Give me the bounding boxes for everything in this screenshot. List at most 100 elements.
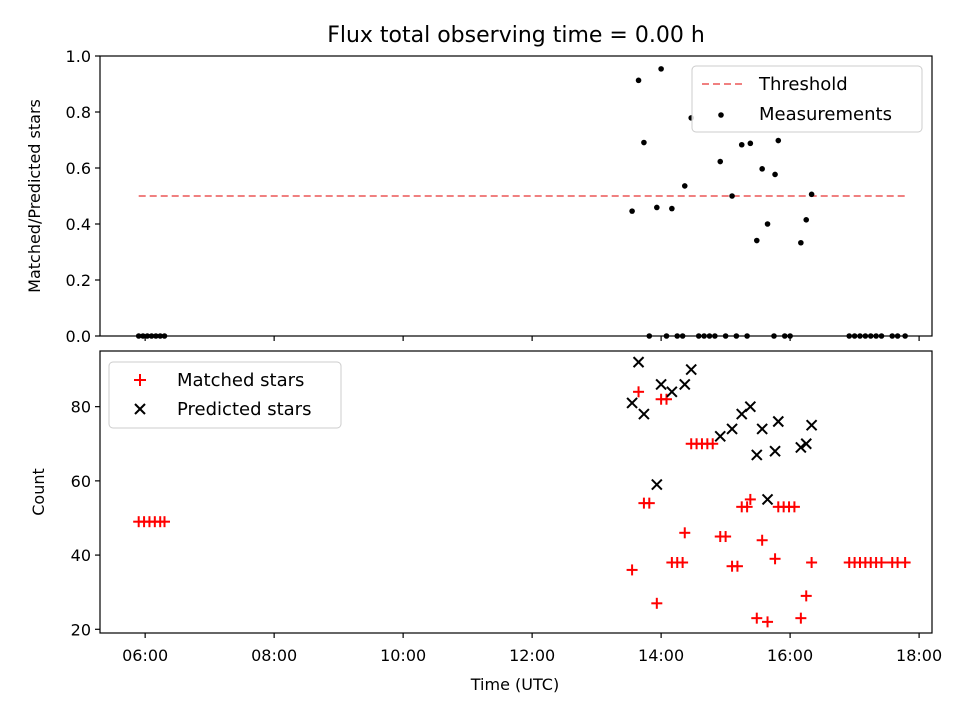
measurement-point bbox=[635, 77, 642, 84]
top-y-axis-ticks: 0.0 0.2 0.4 0.6 0.8 1.0 bbox=[66, 47, 100, 346]
predicted-star-point bbox=[679, 378, 691, 391]
x-tick-label: 12:00 bbox=[509, 646, 555, 665]
predicted-star-point bbox=[772, 415, 784, 428]
legend-matched-swatch bbox=[134, 374, 146, 386]
measurement-point bbox=[775, 137, 782, 144]
top-x-axis-ticks bbox=[144, 336, 920, 341]
matched-star-point bbox=[788, 501, 800, 513]
predicted-star-point bbox=[800, 438, 812, 450]
matched-star-point bbox=[626, 564, 638, 576]
top-plot-frame bbox=[99, 55, 933, 337]
matched-star-point bbox=[875, 557, 887, 568]
measurement-point bbox=[747, 140, 754, 147]
chart-title: Flux total observing time = 0.00 h bbox=[327, 23, 705, 48]
legend-threshold-label: Threshold bbox=[758, 74, 848, 95]
matched-star-point bbox=[800, 590, 812, 602]
legend-matched-label: Matched stars bbox=[177, 370, 304, 391]
bottom-y-axis-ticks: 20 40 60 80 bbox=[71, 398, 100, 639]
measurement-point bbox=[641, 139, 647, 146]
top-y-tick-label: 1.0 bbox=[66, 47, 91, 66]
x-tick-label: 18:00 bbox=[896, 646, 942, 665]
x-tick-label: 16:00 bbox=[767, 646, 813, 665]
measurement-point bbox=[798, 239, 804, 246]
measurement-point bbox=[681, 183, 688, 189]
matched-star-point bbox=[158, 516, 170, 528]
matched-star-point bbox=[899, 557, 911, 568]
matched-star-point bbox=[744, 493, 756, 505]
matched-star-point bbox=[762, 616, 774, 628]
measurement-point bbox=[738, 141, 745, 148]
bottom-y-tick-label: 60 bbox=[71, 472, 91, 491]
predicted-star-point bbox=[795, 441, 807, 454]
matched-star-point bbox=[643, 497, 655, 509]
bottom-x-axis-ticks: 06:00 08:00 10:00 12:00 14:00 16:00 18:00 bbox=[122, 633, 942, 665]
bottom-y-tick-label: 40 bbox=[71, 546, 91, 565]
bottom-y-tick-label: 20 bbox=[71, 620, 91, 639]
predicted-star-point bbox=[666, 386, 678, 398]
legend-measurements-swatch bbox=[718, 112, 724, 118]
top-y-tick-label: 0.6 bbox=[66, 159, 91, 178]
matched-star-point bbox=[679, 527, 691, 539]
top-y-tick-label: 0.2 bbox=[66, 271, 91, 290]
matched-star-point bbox=[633, 386, 645, 398]
measurement-point bbox=[729, 193, 735, 199]
top-legend: Threshold Measurements bbox=[691, 65, 923, 133]
predicted-star-point bbox=[805, 419, 818, 431]
predicted-star-point bbox=[655, 378, 667, 391]
predicted-star-point bbox=[744, 400, 757, 413]
predicted-star-point bbox=[751, 449, 763, 461]
measurement-point bbox=[717, 158, 724, 165]
matched-star-point bbox=[756, 534, 768, 546]
predicted-star-point bbox=[726, 423, 738, 435]
measurement-point bbox=[669, 205, 675, 212]
bottom-markers bbox=[133, 356, 911, 628]
predicted-star-point bbox=[638, 408, 650, 420]
matched-star-point bbox=[769, 553, 781, 565]
top-y-tick-label: 0.4 bbox=[66, 215, 91, 234]
legend-predicted-label: Predicted stars bbox=[177, 399, 311, 420]
bottom-panel: 20 40 60 80 06:00 08:00 10:00 12:00 14:00 16:00 1… bbox=[29, 350, 942, 694]
x-axis-title: Time (UTC) bbox=[470, 675, 559, 694]
predicted-star-point bbox=[756, 423, 768, 435]
measurement-point bbox=[629, 208, 635, 214]
bottom-plot-frame bbox=[99, 350, 933, 634]
x-tick-label: 14:00 bbox=[638, 646, 684, 665]
matched-star-point bbox=[806, 557, 818, 568]
predicted-star-point bbox=[626, 397, 638, 409]
matched-star-point bbox=[731, 560, 743, 572]
top-legend-box bbox=[691, 65, 923, 133]
predicted-star-point bbox=[769, 445, 781, 457]
x-tick-label: 10:00 bbox=[380, 646, 426, 665]
bottom-legend: Matched stars Predicted stars bbox=[108, 361, 342, 429]
top-y-axis-title: Matched/Predicted stars bbox=[25, 99, 44, 293]
measurement-point bbox=[658, 66, 664, 72]
top-y-tick-label: 0.0 bbox=[66, 327, 91, 346]
matched-star-point bbox=[660, 393, 672, 405]
matched-star-point bbox=[795, 612, 807, 624]
predicted-star-point bbox=[685, 363, 697, 376]
matched-star-point bbox=[651, 597, 663, 609]
measurement-point bbox=[764, 221, 771, 227]
legend-measurements-label: Measurements bbox=[759, 104, 892, 125]
predicted-star-point bbox=[714, 430, 726, 443]
matched-star-point bbox=[677, 557, 689, 568]
top-y-tick-label: 0.8 bbox=[66, 103, 91, 122]
bottom-y-axis-title: Count bbox=[29, 468, 48, 516]
predicted-star-point bbox=[761, 493, 774, 506]
measurement-point bbox=[772, 171, 778, 178]
predicted-star-point bbox=[632, 356, 645, 368]
bottom-legend-box bbox=[108, 361, 342, 429]
matched-star-point bbox=[741, 501, 753, 513]
x-tick-label: 06:00 bbox=[122, 646, 168, 665]
measurement-point bbox=[753, 237, 760, 244]
measurement-point bbox=[759, 166, 765, 172]
measurement-point bbox=[803, 217, 810, 223]
predicted-star-point bbox=[651, 478, 663, 491]
top-panel: 0.0 0.2 0.4 0.6 0.8 1.0 Matched/Predicted sta… bbox=[25, 47, 933, 346]
measurement-point bbox=[654, 204, 660, 211]
matched-star-point bbox=[707, 438, 719, 450]
x-tick-label: 08:00 bbox=[251, 646, 297, 665]
measurement-point bbox=[808, 191, 815, 198]
legend-predicted-swatch bbox=[134, 403, 146, 415]
